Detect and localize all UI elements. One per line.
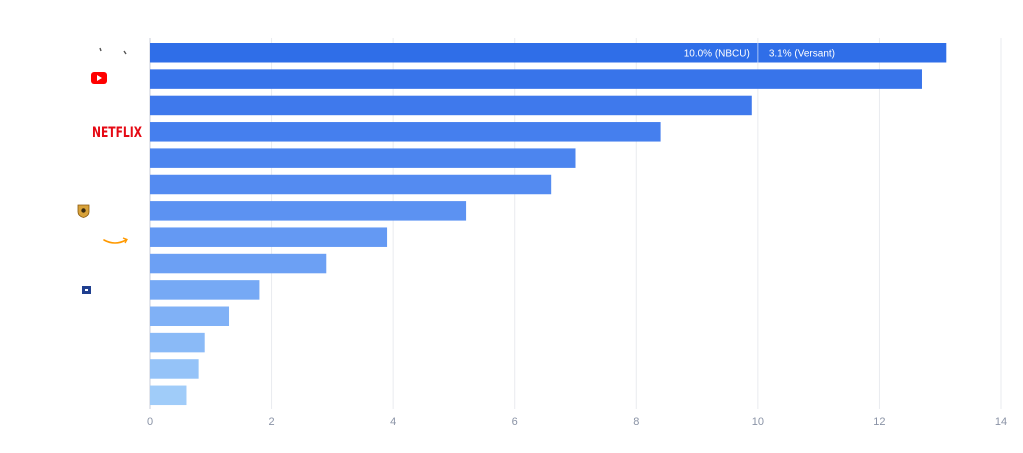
bar-paramount (150, 174, 552, 195)
annotation-versant: 3.1% (Versant) (769, 48, 835, 59)
gridlines (149, 38, 1002, 409)
bar-annotations: 10.0% (NBCU) 3.1% (Versant) (684, 43, 835, 63)
bar-warner-bros-discovery (150, 201, 467, 221)
bar-disney (150, 95, 752, 116)
netflix-logo: NETFLIX (92, 125, 142, 141)
bar-other-4 (150, 385, 187, 406)
youtube-logo (91, 72, 107, 84)
category-logos: NETFLIX (77, 47, 142, 294)
scripps-logo (82, 286, 91, 294)
x-tick-label: 12 (873, 416, 885, 428)
bar-other-3 (150, 359, 199, 379)
annotation-nbcu: 10.0% (NBCU) (684, 48, 750, 59)
x-tick-label: 4 (390, 416, 396, 428)
comcast-logo (99, 47, 127, 55)
bar-youtube (150, 69, 922, 89)
amazon-logo (103, 237, 128, 244)
x-tick-label: 2 (269, 416, 275, 428)
bars (150, 43, 947, 406)
wbd-logo (77, 204, 90, 218)
bar-scripps (150, 280, 260, 300)
x-tick-label: 8 (633, 416, 639, 428)
bar-amazon (150, 227, 388, 247)
bar-netflix (150, 122, 661, 142)
bar-comcast (150, 43, 947, 63)
x-tick-label: 10 (752, 416, 764, 428)
x-tick-label: 14 (995, 416, 1007, 428)
bar-other-2 (150, 332, 205, 353)
x-axis-ticks: 0 2 4 6 8 10 12 14 (147, 416, 1007, 428)
x-tick-label: 6 (512, 416, 518, 428)
bar-other-1 (150, 306, 230, 326)
bar-roku (150, 253, 327, 274)
x-tick-label: 0 (147, 416, 153, 428)
bar-fox (150, 148, 576, 168)
